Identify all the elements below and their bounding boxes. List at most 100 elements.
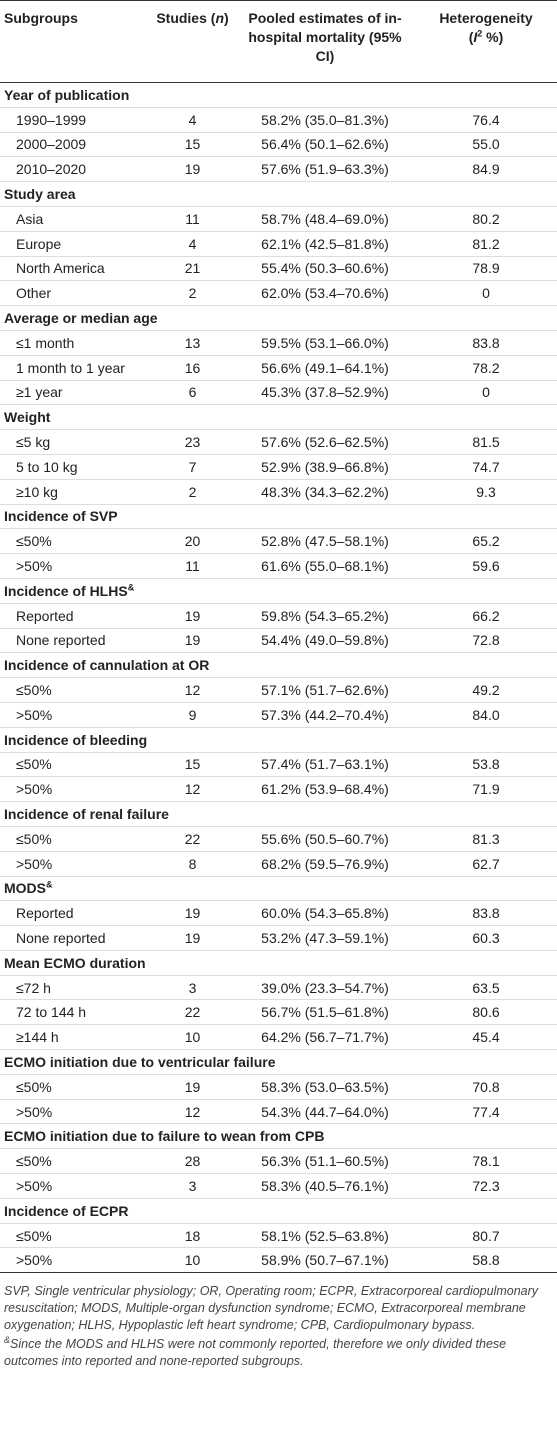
- value-cell: 76.4: [415, 107, 557, 133]
- group-cell: Incidence of bleeding: [0, 727, 557, 753]
- value-cell: 55.0: [415, 132, 557, 158]
- subgroup-cell: ≤50%: [0, 677, 150, 703]
- value-cell: 12: [150, 776, 235, 803]
- data-row: ≥144 h 10 64.2% (56.7–71.7%) 45.4: [0, 1024, 557, 1051]
- value-cell: 78.1: [415, 1148, 557, 1175]
- results-table: Subgroups Studies (n) Pooled estimates o…: [0, 0, 557, 1274]
- value-cell: 19: [150, 603, 235, 629]
- group-row: Incidence of bleeding: [0, 727, 557, 753]
- header-text: n: [215, 10, 224, 26]
- value-cell: 22: [150, 999, 235, 1026]
- value-cell: 8: [150, 851, 235, 877]
- data-row: 5 to 10 kg 7 52.9% (38.9–66.8%) 74.7: [0, 454, 557, 480]
- value-cell: 21: [150, 256, 235, 282]
- value-cell: 65.2: [415, 528, 557, 555]
- value-cell: 56.4% (50.1–62.6%): [235, 132, 415, 158]
- value-cell: 16: [150, 355, 235, 381]
- subgroup-cell: >50%: [0, 1173, 150, 1199]
- value-cell: 80.6: [415, 999, 557, 1026]
- data-row: 1990–1999 4 58.2% (35.0–81.3%) 76.4: [0, 107, 557, 133]
- value-cell: 58.2% (35.0–81.3%): [235, 107, 415, 133]
- value-cell: 19: [150, 1074, 235, 1100]
- data-row: ≤50% 18 58.1% (52.5–63.8%) 80.7: [0, 1223, 557, 1249]
- group-label: Incidence of renal failure: [4, 806, 169, 822]
- subgroup-cell: 5 to 10 kg: [0, 454, 150, 480]
- subgroup-cell: 1 month to 1 year: [0, 355, 150, 381]
- group-row: ECMO initiation due to ventricular failu…: [0, 1049, 557, 1075]
- group-label: MODS: [4, 880, 46, 897]
- table-body: Year of publication 1990–1999 4 58.2% (35.0…: [0, 82, 557, 1274]
- subgroup-cell: Reported: [0, 900, 150, 927]
- value-cell: 59.8% (54.3–65.2%): [235, 603, 415, 629]
- group-label: Year of publication: [4, 86, 130, 103]
- data-row: Reported 19 59.8% (54.3–65.2%) 66.2: [0, 603, 557, 629]
- note-mark: &: [127, 582, 135, 593]
- value-cell: 0: [415, 280, 557, 307]
- value-cell: 15: [150, 132, 235, 158]
- note-mark: &: [4, 1335, 11, 1346]
- value-cell: 10: [150, 1247, 235, 1274]
- value-cell: 20: [150, 528, 235, 555]
- subgroup-cell: >50%: [0, 553, 150, 579]
- data-row: >50% 10 58.9% (50.7–67.1%) 58.8: [0, 1247, 557, 1274]
- data-row: 2000–2009 15 56.4% (50.1–62.6%) 55.0: [0, 132, 557, 158]
- subgroup-cell: 1990–1999: [0, 107, 150, 133]
- value-cell: 59.6: [415, 553, 557, 579]
- value-cell: 19: [150, 925, 235, 951]
- value-cell: 45.4: [415, 1024, 557, 1051]
- header-text: Studies (: [156, 10, 216, 26]
- group-cell: Weight: [0, 404, 557, 431]
- group-label: Incidence of bleeding: [4, 731, 148, 748]
- subgroup-cell: North America: [0, 256, 150, 282]
- data-row: >50% 3 58.3% (40.5–76.1%) 72.3: [0, 1173, 557, 1199]
- data-row: >50% 8 68.2% (59.5–76.9%) 62.7: [0, 851, 557, 877]
- value-cell: 0: [415, 380, 557, 406]
- value-cell: 4: [150, 231, 235, 257]
- value-cell: 55.4% (50.3–60.6%): [235, 256, 415, 282]
- value-cell: 15: [150, 752, 235, 778]
- subgroup-cell: ≤50%: [0, 1074, 150, 1100]
- subgroup-cell: Other: [0, 280, 150, 307]
- value-cell: 52.9% (38.9–66.8%): [235, 454, 415, 480]
- value-cell: 80.2: [415, 206, 557, 232]
- value-cell: 78.9: [415, 256, 557, 282]
- group-cell: MODS&: [0, 876, 557, 902]
- subgroup-cell: 72 to 144 h: [0, 999, 150, 1026]
- subgroup-cell: ≤50%: [0, 826, 150, 852]
- value-cell: 70.8: [415, 1074, 557, 1100]
- header-text: 2: [477, 28, 483, 39]
- footnote: &Since the MODS and HLHS were not common…: [4, 1336, 553, 1370]
- value-cell: 7: [150, 454, 235, 480]
- subgroup-cell: >50%: [0, 776, 150, 803]
- header-cell: Heterogeneity (I2 %): [415, 0, 557, 83]
- value-cell: 66.2: [415, 603, 557, 629]
- header-text: Heterogeneity: [439, 10, 533, 26]
- value-cell: 84.0: [415, 702, 557, 728]
- data-row: 72 to 144 h 22 56.7% (51.5–61.8%) 80.6: [0, 999, 557, 1026]
- group-cell: Incidence of cannulation at OR: [0, 652, 557, 679]
- value-cell: 72.3: [415, 1173, 557, 1199]
- footnote-text: Since the MODS and HLHS were not commonl…: [4, 1337, 507, 1369]
- value-cell: 3: [150, 1173, 235, 1199]
- group-label: Incidence of SVP: [4, 508, 118, 525]
- value-cell: 77.4: [415, 1099, 557, 1125]
- subgroup-cell: 2010–2020: [0, 156, 150, 183]
- group-cell: Study area: [0, 181, 557, 207]
- value-cell: 9: [150, 702, 235, 728]
- value-cell: 52.8% (47.5–58.1%): [235, 528, 415, 555]
- value-cell: 9.3: [415, 479, 557, 505]
- value-cell: 83.8: [415, 330, 557, 356]
- value-cell: 49.2: [415, 677, 557, 703]
- value-cell: 81.5: [415, 429, 557, 455]
- value-cell: 81.2: [415, 231, 557, 257]
- value-cell: 81.3: [415, 826, 557, 852]
- subgroup-cell: ≥10 kg: [0, 479, 150, 505]
- data-row: ≤1 month 13 59.5% (53.1–66.0%) 83.8: [0, 330, 557, 356]
- value-cell: 48.3% (34.3–62.2%): [235, 479, 415, 505]
- group-row: MODS&: [0, 876, 557, 902]
- group-row: Study area: [0, 181, 557, 207]
- value-cell: 68.2% (59.5–76.9%): [235, 851, 415, 877]
- value-cell: 12: [150, 1099, 235, 1125]
- subgroup-cell: ≥144 h: [0, 1024, 150, 1051]
